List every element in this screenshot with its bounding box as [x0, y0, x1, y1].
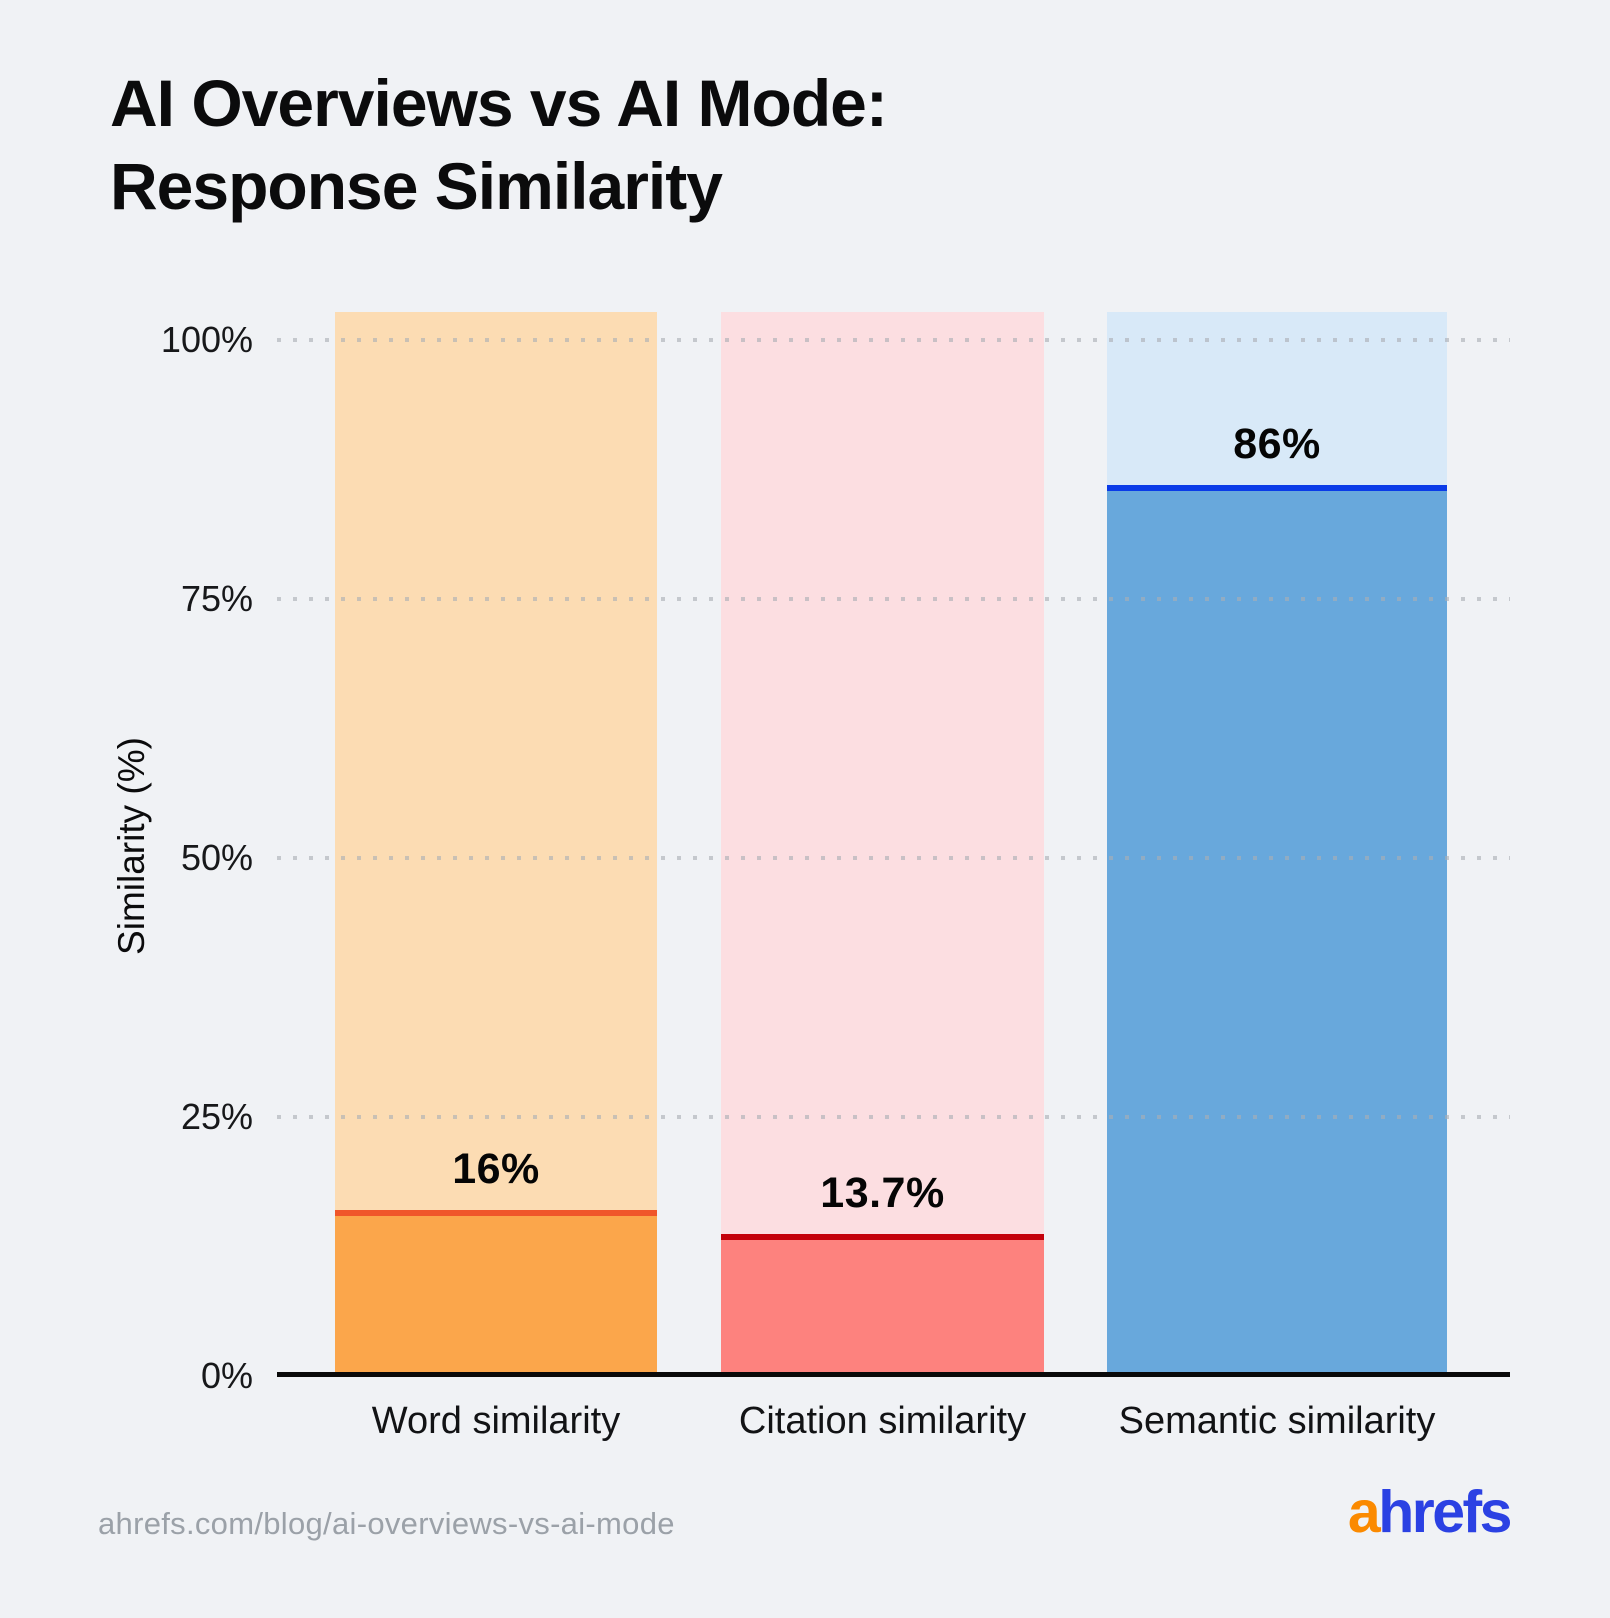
source-url: ahrefs.com/blog/ai-overviews-vs-ai-mode: [98, 1506, 675, 1541]
bar-fill-citation-similarity: [721, 1234, 1044, 1376]
x-category-label-semantic-similarity: Semantic similarity: [1118, 1400, 1436, 1442]
y-tick-label-0: 0%: [200, 1355, 253, 1396]
y-tick-label-75: 75%: [180, 578, 253, 619]
bar-value-label-semantic-similarity: 86%: [1233, 420, 1321, 468]
bar-track-citation-similarity: [721, 312, 1044, 1376]
gridline-100: [277, 338, 1510, 342]
ahrefs-logo-suffix: hrefs: [1378, 1479, 1512, 1545]
x-category-label-citation-similarity: Citation similarity: [738, 1400, 1027, 1442]
bar-fill-semantic-similarity: [1107, 485, 1447, 1376]
gridline-50: [277, 856, 1510, 860]
gridline-75: [277, 597, 1510, 601]
gridline-25: [277, 1115, 1510, 1119]
bar-track-word-similarity: [335, 312, 657, 1376]
y-tick-label-100: 100%: [160, 319, 253, 360]
bar-fill-word-similarity: [335, 1210, 657, 1376]
chart-title-line-2: Response Similarity: [110, 149, 723, 224]
chart-title: AI Overviews vs AI Mode: Response Simila…: [110, 62, 888, 228]
x-category-label-word-similarity: Word similarity: [371, 1400, 621, 1442]
ahrefs-logo-prefix: a: [1347, 1479, 1381, 1545]
ahrefs-logo: ahrefs: [1347, 1478, 1513, 1546]
x-axis-line: [277, 1372, 1510, 1377]
bar-value-label-citation-similarity: 13.7%: [820, 1169, 945, 1217]
y-tick-label-25: 25%: [180, 1096, 253, 1137]
y-tick-label-50: 50%: [180, 837, 253, 878]
chart-title-line-1: AI Overviews vs AI Mode:: [110, 66, 888, 140]
plot-area: 16% 13.7% 86%: [277, 312, 1510, 1376]
bar-value-label-word-similarity: 16%: [452, 1145, 540, 1193]
